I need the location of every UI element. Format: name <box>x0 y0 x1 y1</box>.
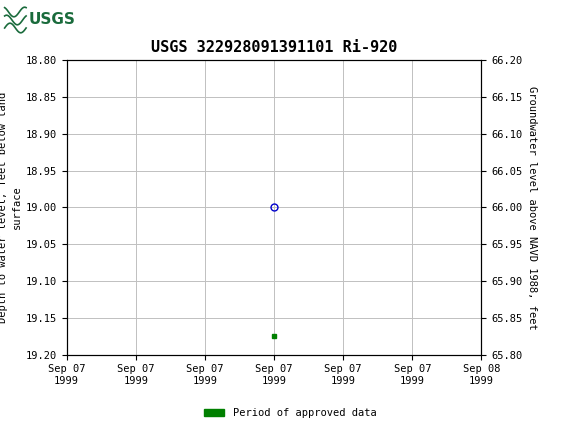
Y-axis label: Groundwater level above NAVD 1988, feet: Groundwater level above NAVD 1988, feet <box>527 86 536 329</box>
Legend: Period of approved data: Period of approved data <box>200 404 380 423</box>
Title: USGS 322928091391101 Ri-920: USGS 322928091391101 Ri-920 <box>151 40 397 55</box>
Bar <box>3 3 78 37</box>
Text: USGS: USGS <box>29 12 76 28</box>
Y-axis label: Depth to water level, feet below land
surface: Depth to water level, feet below land su… <box>0 92 21 323</box>
